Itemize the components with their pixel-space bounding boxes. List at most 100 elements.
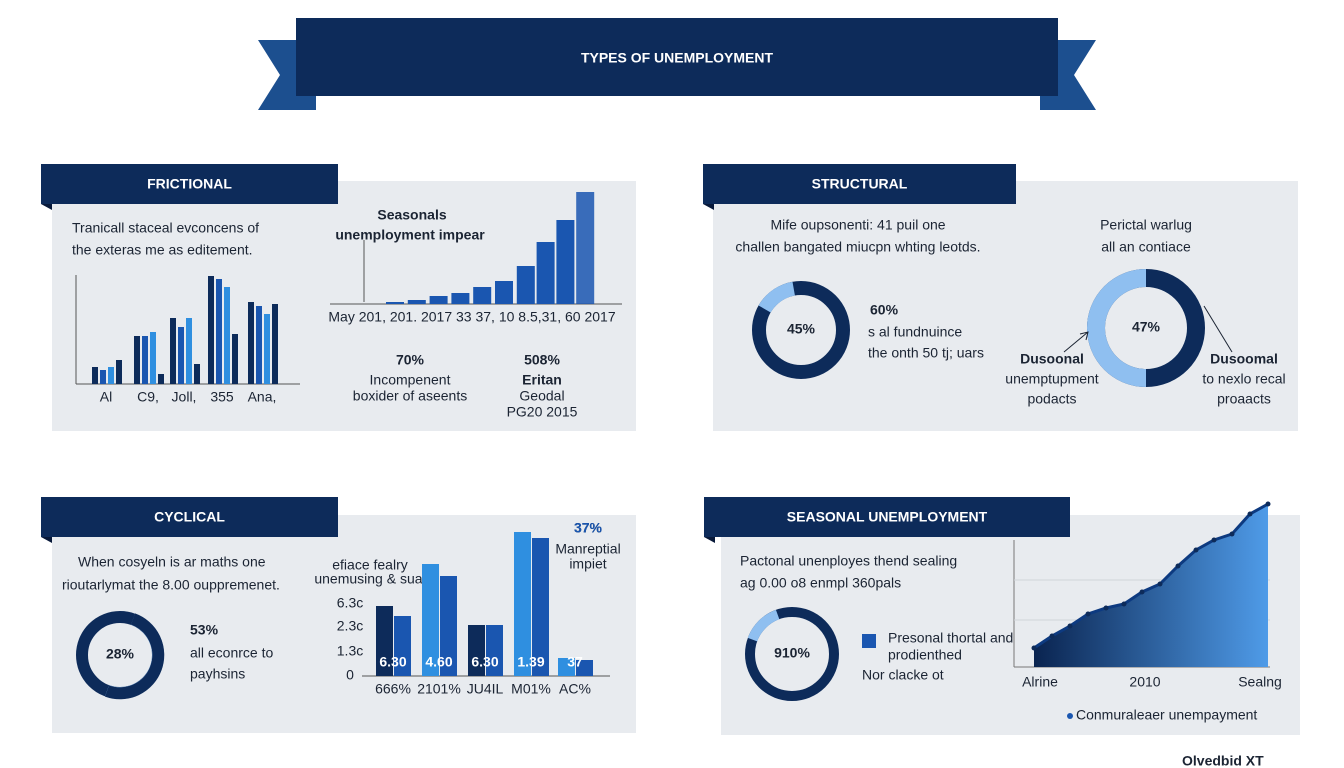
bar <box>116 360 122 384</box>
bar <box>272 304 278 384</box>
value-label: 6.30 <box>471 654 498 670</box>
point <box>1139 589 1145 595</box>
bar <box>394 616 411 676</box>
donut-segment <box>1087 269 1147 387</box>
area <box>1034 504 1268 667</box>
bar <box>224 287 230 384</box>
label: podacts <box>1027 391 1076 407</box>
bar <box>170 318 176 384</box>
label: Ana, <box>248 389 277 405</box>
point <box>1121 601 1127 607</box>
label: Seasonals <box>377 207 446 223</box>
bar <box>178 327 184 384</box>
label: 355 <box>210 389 234 405</box>
label: Dusoonal <box>1020 351 1084 367</box>
label: Dusoomal <box>1210 351 1278 367</box>
panel <box>52 181 636 431</box>
label: 37% <box>574 520 603 536</box>
bar <box>514 532 531 676</box>
label: When cosyeln is ar maths one <box>78 554 266 570</box>
y-tick-label: 2.3c <box>337 618 363 634</box>
value-label: 6.30 <box>379 654 406 670</box>
stat-value: 508% <box>524 352 560 368</box>
bar <box>208 276 214 384</box>
label: rioutarlymat the 8.00 ouppremenet. <box>62 577 280 593</box>
bar <box>468 625 485 676</box>
x-tick-label: 2010 <box>1129 674 1160 690</box>
bar <box>386 302 404 304</box>
bar <box>516 266 535 304</box>
tab-fold <box>704 537 715 543</box>
label: all econrce to <box>190 645 273 661</box>
bar <box>134 336 140 384</box>
donut-label: 47% <box>1132 319 1161 335</box>
bar <box>473 287 492 304</box>
label: 37% <box>574 520 603 536</box>
label: Eritan <box>522 372 562 388</box>
point <box>1247 511 1253 517</box>
label: impiet <box>569 556 606 572</box>
label: C9, <box>137 389 159 405</box>
bar <box>376 606 393 676</box>
legend-swatch <box>862 634 876 648</box>
bar <box>194 364 200 384</box>
bar <box>451 293 470 304</box>
x-tick-label: AC% <box>559 681 591 697</box>
x-tick-label: Alrine <box>1022 674 1058 690</box>
label: Pactonal unenployes thend sealing <box>740 553 957 569</box>
arrow <box>1203 305 1233 353</box>
bar <box>92 367 98 384</box>
donut-segment <box>747 609 780 642</box>
panel-heading: SEASONAL UNEMPLOYMENT <box>787 509 988 525</box>
panel-tab <box>704 497 1070 537</box>
donut-label: 45% <box>787 321 816 337</box>
bar <box>248 302 254 384</box>
label: Geodal <box>519 388 564 404</box>
legend-entry: Conmuraleaer unempayment <box>1076 707 1257 723</box>
label: unemptupment <box>1005 371 1099 387</box>
panel-heading: STRUCTURAL <box>812 176 908 192</box>
panel-tab <box>41 164 338 204</box>
label: proaacts <box>1217 391 1271 407</box>
donut-segment <box>758 281 796 313</box>
y-tick-label: 6.3c <box>337 595 363 611</box>
label: the onth 50 tj; uars <box>868 345 984 361</box>
stat-value: 53% <box>190 622 219 638</box>
bar <box>429 296 448 304</box>
bar <box>486 625 503 676</box>
bar <box>108 367 114 384</box>
stat-value: 70% <box>396 352 425 368</box>
value-label: 37 <box>567 654 583 670</box>
label: PG20 2015 <box>507 404 578 420</box>
label: Nor clacke ot <box>862 667 944 683</box>
label: unemusing & sual <box>314 571 425 587</box>
label: Joll, <box>172 389 197 405</box>
label: Incompenent <box>370 372 451 388</box>
point <box>1175 563 1181 569</box>
panel-heading: FRICTIONAL <box>147 176 232 192</box>
y-tick-label: 1.3c <box>337 643 363 659</box>
label: Al <box>100 389 112 405</box>
point <box>1067 623 1073 629</box>
x-tick-label: 666% <box>375 681 411 697</box>
bar <box>576 660 593 676</box>
value-label: 4.60 <box>425 654 452 670</box>
point <box>1157 581 1163 587</box>
label: Perictal warlug <box>1100 217 1192 233</box>
x-tick-label: 2101% <box>417 681 461 697</box>
bar <box>186 318 192 384</box>
bar <box>422 564 439 676</box>
bar <box>256 306 262 384</box>
label: prodienthed <box>888 647 962 663</box>
label: payhsins <box>190 666 245 682</box>
tab-fold <box>41 204 52 210</box>
footer: Olvedbid XT <box>1182 753 1264 768</box>
bar <box>495 281 513 304</box>
donut-dark <box>104 613 165 700</box>
label: boxider of aseents <box>353 388 467 404</box>
point <box>1193 547 1199 553</box>
point <box>1211 537 1217 543</box>
bar <box>407 300 426 304</box>
point <box>1049 633 1055 639</box>
label: the exteras me as editement. <box>72 242 253 258</box>
